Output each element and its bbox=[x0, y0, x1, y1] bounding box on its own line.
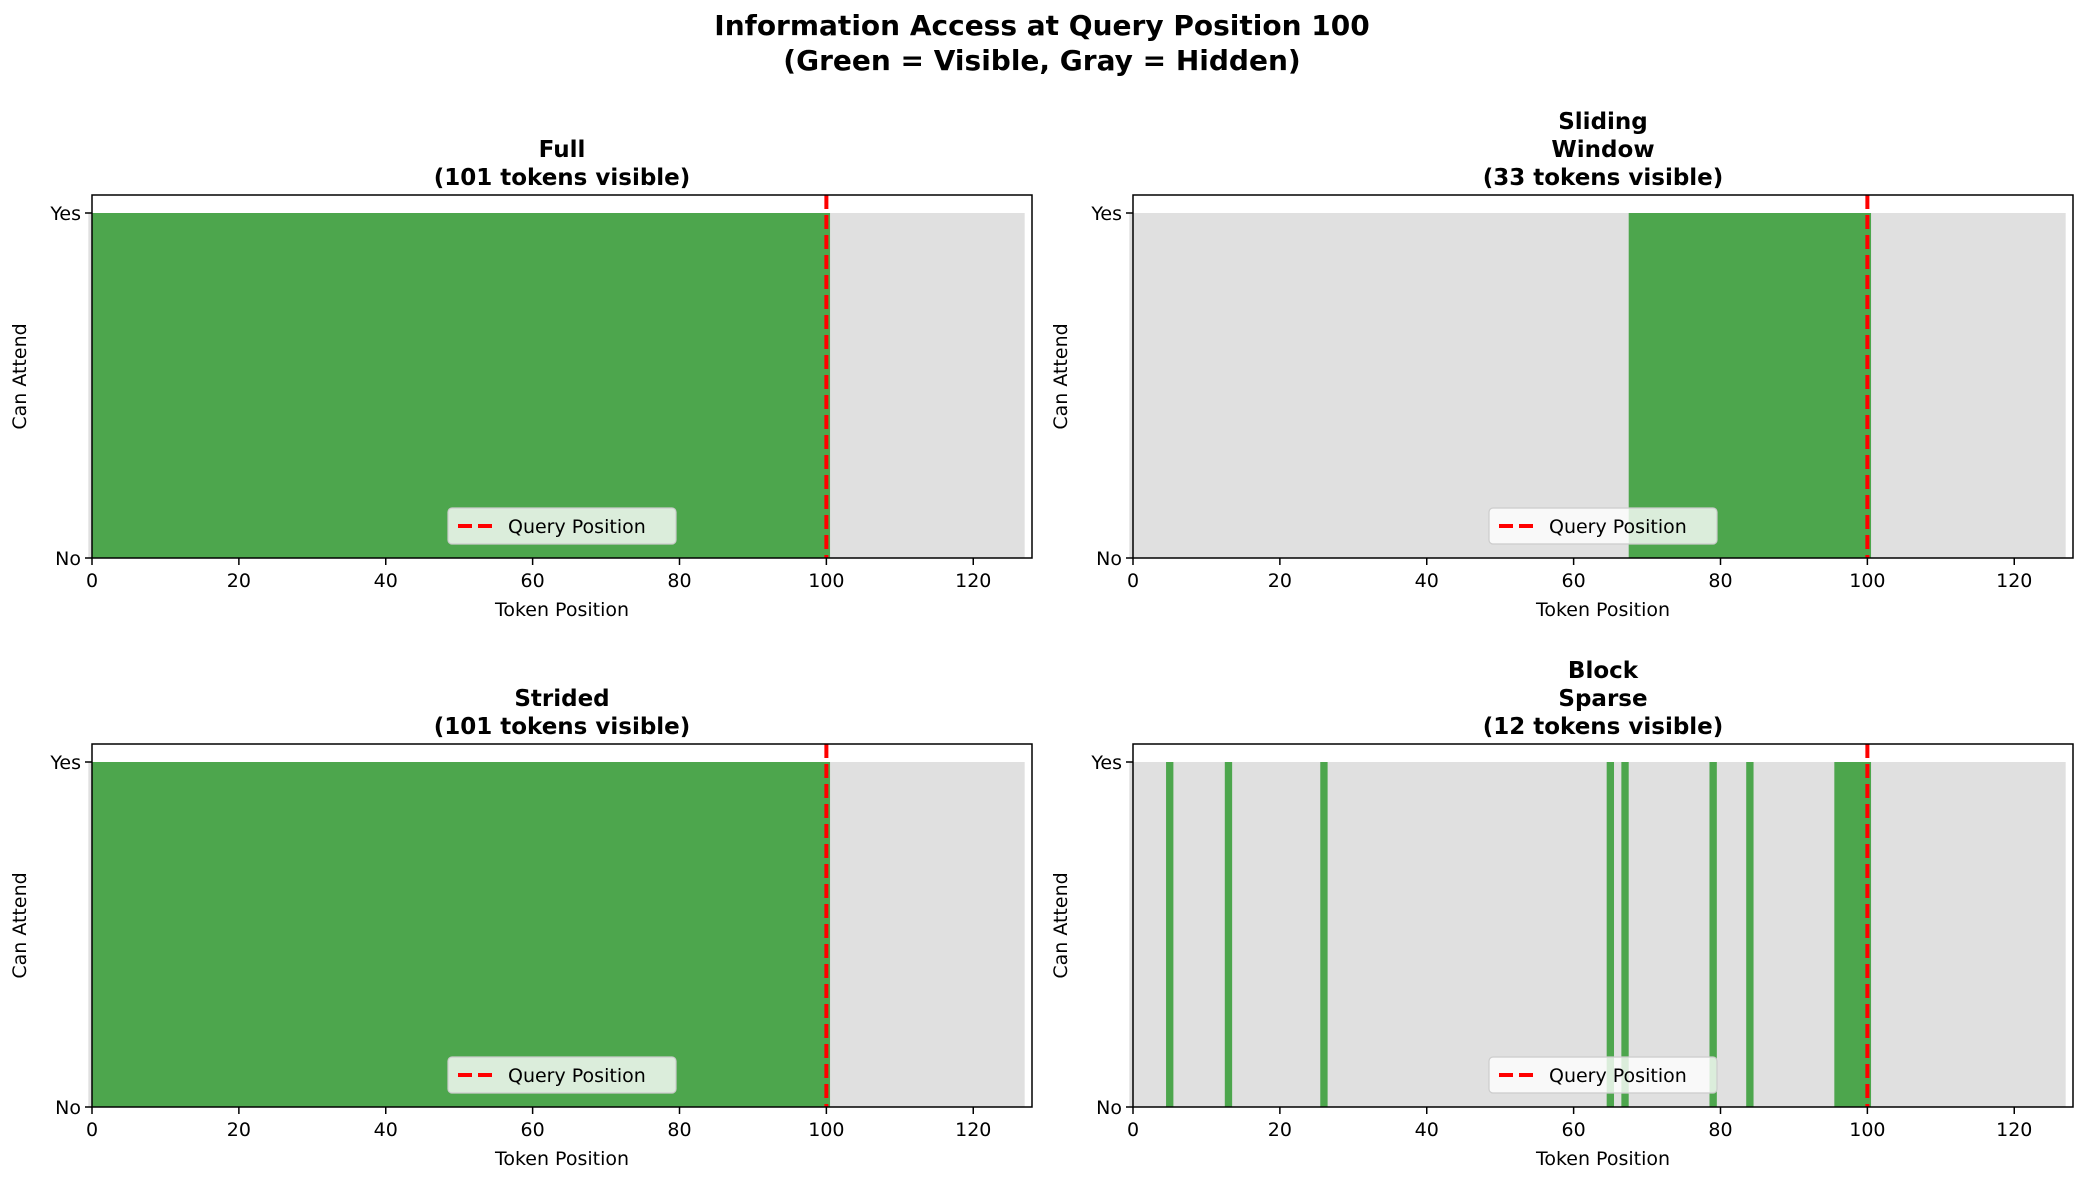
visible-token-bar bbox=[1621, 762, 1629, 1107]
subplot-title-line: (33 tokens visible) bbox=[1483, 165, 1724, 191]
y-tick-label: Yes bbox=[1090, 752, 1122, 774]
legend-box bbox=[447, 1056, 677, 1094]
y-tick-label: No bbox=[55, 548, 81, 570]
x-tick-label: 60 bbox=[1562, 1119, 1586, 1141]
x-axis-label: Token Position bbox=[1535, 599, 1670, 621]
y-tick-label: No bbox=[1096, 548, 1122, 570]
subplot-3: 0 20 40 60 80 100 120 No Yes Token Position Can At… bbox=[9, 686, 1033, 1170]
legend: Query Position bbox=[1488, 507, 1718, 545]
x-tick-label: 120 bbox=[1996, 1119, 2032, 1141]
visible-token-bar bbox=[1746, 762, 1754, 1107]
subplot-2: 0 20 40 60 80 100 120 No Yes Token Position Can At… bbox=[1050, 109, 2074, 621]
y-tick-label: Yes bbox=[49, 752, 81, 774]
y-axis-label: Can Attend bbox=[1050, 872, 1072, 978]
x-axis-label: Token Position bbox=[1535, 1148, 1670, 1170]
subplot-title-line: Strided bbox=[514, 686, 609, 712]
visible-token-bar bbox=[1606, 762, 1615, 1107]
axes-frame bbox=[1132, 194, 2074, 559]
x-tick-label: 0 bbox=[86, 570, 98, 592]
x-tick-label: 60 bbox=[1562, 570, 1586, 592]
visible-token-bar bbox=[92, 762, 831, 1107]
y-tick-label: No bbox=[55, 1097, 81, 1119]
y-axis-label: Can Attend bbox=[9, 872, 31, 978]
subplot-title-line: Sparse bbox=[1558, 686, 1647, 712]
y-axis-label: Can Attend bbox=[9, 323, 31, 429]
x-tick-label: 100 bbox=[1849, 570, 1885, 592]
hidden-tokens-region bbox=[1129, 762, 2066, 1107]
x-tick-label: 60 bbox=[521, 570, 545, 592]
x-tick-label: 120 bbox=[955, 570, 991, 592]
x-tick-label: 40 bbox=[374, 570, 398, 592]
legend: Query Position bbox=[447, 1056, 677, 1094]
x-tick-label: 100 bbox=[808, 1119, 844, 1141]
x-tick-label: 40 bbox=[374, 1119, 398, 1141]
visible-token-bar bbox=[1628, 213, 1872, 558]
figure-title: Information Access at Query Position 100… bbox=[0, 8, 2084, 78]
x-tick-label: 0 bbox=[1127, 570, 1139, 592]
x-tick-label: 20 bbox=[1268, 1119, 1292, 1141]
x-tick-label: 100 bbox=[808, 570, 844, 592]
x-tick-label: 0 bbox=[1127, 1119, 1139, 1141]
x-tick-label: 80 bbox=[667, 570, 691, 592]
subplot-4: 0 20 40 60 80 100 120 No Yes Token Position Can At… bbox=[1050, 658, 2074, 1170]
legend-box bbox=[1488, 1056, 1718, 1094]
x-tick-label: 120 bbox=[1996, 570, 2032, 592]
x-axis-label: Token Position bbox=[494, 1148, 629, 1170]
legend-box bbox=[1488, 507, 1718, 545]
axes-frame bbox=[91, 743, 1033, 1108]
x-tick-label: 0 bbox=[86, 1119, 98, 1141]
figure-title-line-1: Information Access at Query Position 100 bbox=[714, 9, 1370, 42]
figure-title-line-2: (Green = Visible, Gray = Hidden) bbox=[783, 44, 1301, 77]
visible-token-bar bbox=[1320, 762, 1328, 1107]
visible-token-bar bbox=[1224, 762, 1233, 1107]
legend: Query Position bbox=[1488, 1056, 1718, 1094]
x-tick-label: 80 bbox=[667, 1119, 691, 1141]
hidden-tokens-region bbox=[1129, 213, 2066, 558]
subplot-title-line: Window bbox=[1551, 137, 1654, 163]
visible-token-bar bbox=[1709, 762, 1717, 1107]
x-tick-label: 20 bbox=[227, 570, 251, 592]
visible-token-bar bbox=[92, 213, 831, 558]
subplot-title-line: Block bbox=[1568, 658, 1639, 684]
legend-label: Query Position bbox=[1549, 516, 1687, 538]
legend-box bbox=[447, 507, 677, 545]
legend-label: Query Position bbox=[508, 1065, 646, 1087]
x-tick-label: 40 bbox=[1415, 1119, 1439, 1141]
subplot-title-line: Sliding bbox=[1558, 109, 1648, 135]
legend: Query Position bbox=[447, 507, 677, 545]
subplot-1: 0 20 40 60 80 100 120 No Yes Token Position Can At… bbox=[9, 137, 1033, 621]
axes-frame bbox=[91, 194, 1033, 559]
x-axis-label: Token Position bbox=[494, 599, 629, 621]
x-tick-label: 20 bbox=[227, 1119, 251, 1141]
y-tick-label: Yes bbox=[1090, 203, 1122, 225]
visible-token-bar bbox=[1834, 762, 1872, 1107]
axes-frame bbox=[1132, 743, 2074, 1108]
x-tick-label: 100 bbox=[1849, 1119, 1885, 1141]
subplot-title-line: (101 tokens visible) bbox=[434, 165, 691, 191]
x-tick-label: 40 bbox=[1415, 570, 1439, 592]
y-tick-label: No bbox=[1096, 1097, 1122, 1119]
x-tick-label: 80 bbox=[1708, 570, 1732, 592]
x-tick-label: 60 bbox=[521, 1119, 545, 1141]
subplot-title-line: (12 tokens visible) bbox=[1483, 714, 1724, 740]
subplot-title-line: (101 tokens visible) bbox=[434, 714, 691, 740]
y-axis-label: Can Attend bbox=[1050, 323, 1072, 429]
subplot-title-line: Full bbox=[539, 137, 586, 163]
x-tick-label: 20 bbox=[1268, 570, 1292, 592]
x-tick-label: 80 bbox=[1708, 1119, 1732, 1141]
y-tick-label: Yes bbox=[49, 203, 81, 225]
legend-label: Query Position bbox=[1549, 1065, 1687, 1087]
visible-token-bar bbox=[1166, 762, 1174, 1107]
x-tick-label: 120 bbox=[955, 1119, 991, 1141]
legend-label: Query Position bbox=[508, 516, 646, 538]
